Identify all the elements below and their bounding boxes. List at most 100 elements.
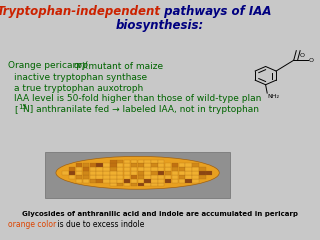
Bar [110, 175, 116, 179]
Bar [185, 171, 192, 175]
Text: pathways of IAA: pathways of IAA [160, 6, 271, 18]
Bar [158, 160, 164, 163]
Bar [83, 175, 89, 179]
Bar [124, 163, 130, 167]
Bar [151, 167, 157, 171]
Bar [110, 183, 116, 186]
Bar [110, 160, 116, 163]
Bar [90, 179, 96, 183]
Text: IAA level is 50-fold higher than those of wild-type plan: IAA level is 50-fold higher than those o… [14, 94, 262, 103]
Text: Glycosides of anthranilic acid and indole are accumulated in pericarp: Glycosides of anthranilic acid and indol… [22, 211, 298, 217]
Bar [172, 175, 178, 179]
Bar [131, 163, 137, 167]
Bar [138, 179, 144, 183]
Bar [83, 171, 89, 175]
Bar [158, 163, 164, 167]
Bar [179, 175, 185, 179]
Bar [151, 183, 157, 186]
Bar [199, 175, 205, 179]
Bar [185, 175, 192, 179]
Bar [103, 171, 110, 175]
Bar [96, 179, 103, 183]
Bar [151, 171, 157, 175]
Bar [144, 183, 151, 186]
Bar [96, 163, 103, 167]
Bar [192, 167, 199, 171]
Bar [103, 163, 110, 167]
Bar [117, 171, 124, 175]
Bar [131, 175, 137, 179]
Text: Orange pericarp (: Orange pericarp ( [8, 61, 88, 71]
Bar [69, 167, 76, 171]
Bar [158, 175, 164, 179]
Bar [172, 167, 178, 171]
Bar [124, 171, 130, 175]
Bar [172, 171, 178, 175]
Bar [179, 163, 185, 167]
Bar [69, 171, 76, 175]
Bar [76, 167, 82, 171]
Bar [117, 175, 124, 179]
Text: N] anthranilate fed → labeled IAA, not in tryptophan: N] anthranilate fed → labeled IAA, not i… [23, 105, 260, 114]
FancyBboxPatch shape [45, 152, 230, 198]
Bar [117, 160, 124, 163]
Bar [83, 167, 89, 171]
Text: Tryptophan-independent: Tryptophan-independent [0, 6, 160, 18]
Bar [117, 163, 124, 167]
Bar [165, 179, 171, 183]
Bar [138, 183, 144, 186]
Bar [158, 183, 164, 186]
Bar [124, 175, 130, 179]
Bar [117, 167, 124, 171]
Bar [96, 167, 103, 171]
Bar [192, 175, 199, 179]
Bar [165, 171, 171, 175]
Bar [165, 163, 171, 167]
Bar [144, 163, 151, 167]
Bar [151, 160, 157, 163]
Text: O: O [308, 58, 314, 63]
Bar [110, 167, 116, 171]
Bar [110, 179, 116, 183]
Text: 15: 15 [18, 104, 27, 110]
Bar [138, 163, 144, 167]
Bar [96, 175, 103, 179]
Bar [69, 175, 76, 179]
Bar [179, 179, 185, 183]
Bar [192, 163, 199, 167]
Text: orp: orp [74, 61, 89, 71]
Text: ) mutant of maize: ) mutant of maize [82, 61, 163, 71]
Bar [144, 179, 151, 183]
Bar [199, 171, 205, 175]
Bar [131, 183, 137, 186]
Bar [124, 183, 130, 186]
Text: orange color: orange color [8, 220, 56, 229]
Bar [90, 171, 96, 175]
Bar [158, 179, 164, 183]
Bar [144, 171, 151, 175]
Bar [103, 179, 110, 183]
Bar [151, 163, 157, 167]
Bar [185, 167, 192, 171]
Bar [144, 175, 151, 179]
Bar [151, 179, 157, 183]
Bar [90, 175, 96, 179]
Bar [144, 160, 151, 163]
Bar [76, 163, 82, 167]
Bar [90, 167, 96, 171]
Bar [199, 167, 205, 171]
Text: O: O [300, 53, 305, 58]
Bar [83, 179, 89, 183]
Bar [206, 171, 212, 175]
Bar [117, 179, 124, 183]
Bar [131, 167, 137, 171]
Bar [165, 175, 171, 179]
Bar [110, 171, 116, 175]
Text: a true tryptophan auxotroph: a true tryptophan auxotroph [14, 84, 144, 93]
Bar [103, 167, 110, 171]
Bar [124, 167, 130, 171]
Bar [144, 167, 151, 171]
Bar [165, 167, 171, 171]
Bar [138, 171, 144, 175]
Bar [96, 171, 103, 175]
